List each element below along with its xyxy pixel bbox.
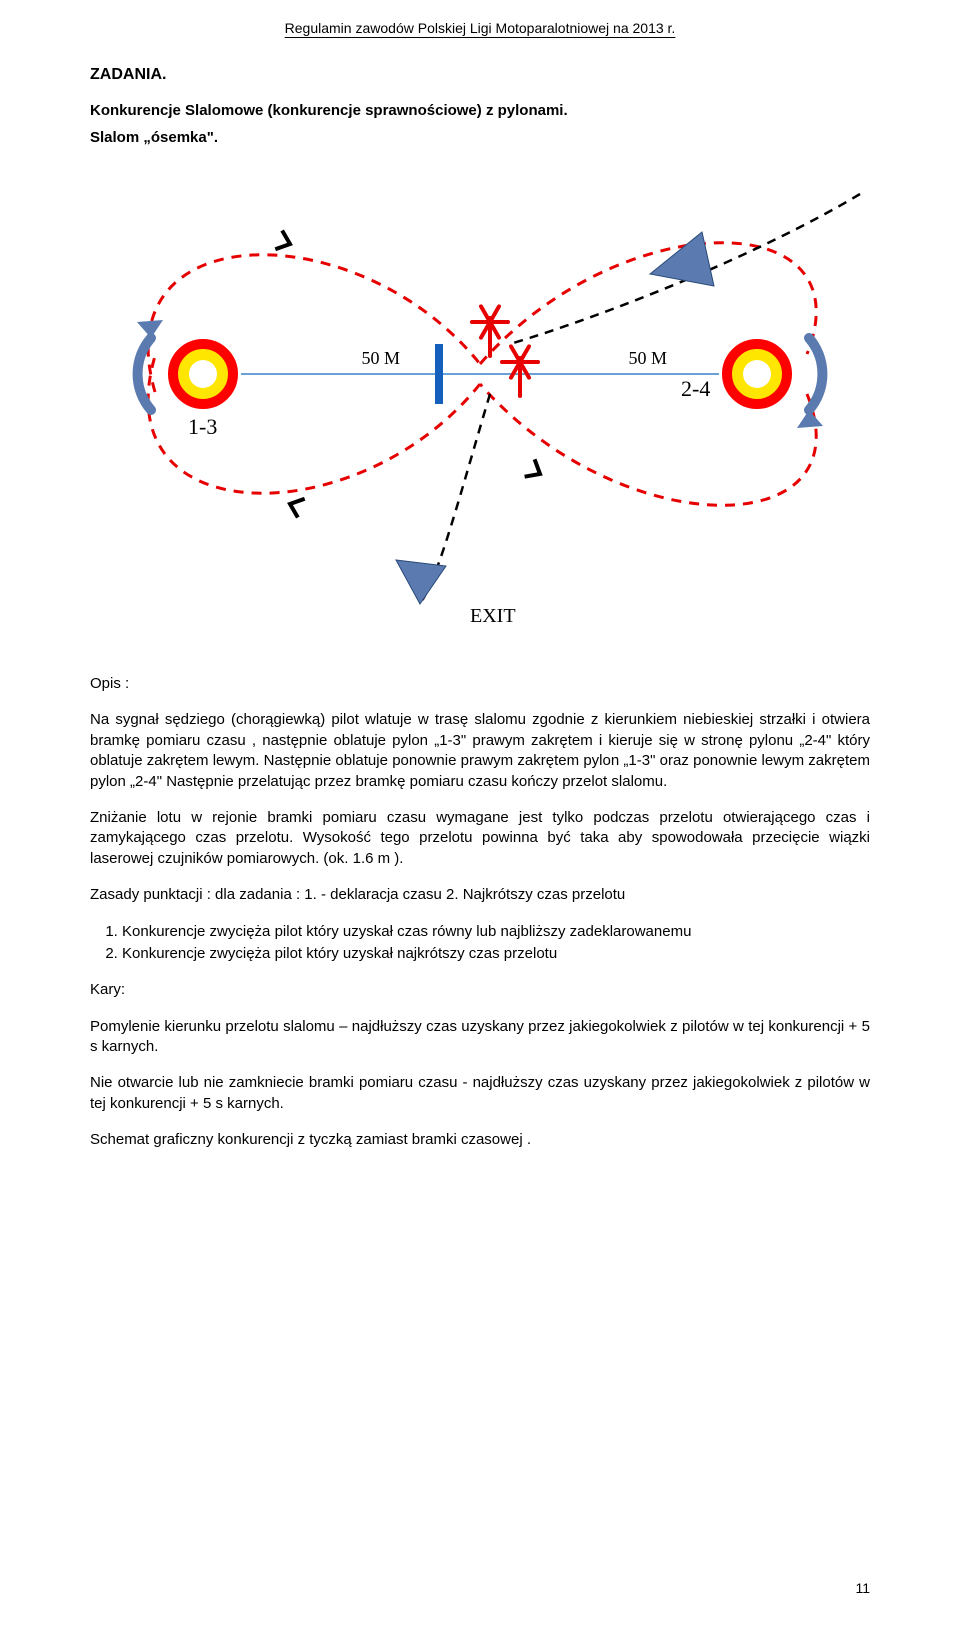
page-number: 11 xyxy=(855,1580,870,1596)
zasady-list: Konkurencje zwycięża pilot który uzyskał… xyxy=(90,922,870,965)
kary-paragraph-2: Nie otwarcie lub nie zamkniecie bramki p… xyxy=(90,1073,870,1114)
heading-slalom: Slalom „ósemka". xyxy=(90,129,870,146)
kary-heading: Kary: xyxy=(90,980,870,1000)
list-item: Konkurencje zwycięża pilot który uzyskał… xyxy=(122,922,870,942)
svg-text:2-4: 2-4 xyxy=(681,376,710,401)
svg-text:50 M: 50 M xyxy=(362,348,401,368)
opis-paragraph-2: Zniżanie lotu w rejonie bramki pomiaru c… xyxy=(90,808,870,869)
slalom-diagram: 50 M 50 M 1-3 2-4 EXIT xyxy=(90,174,870,644)
svg-text:50 M: 50 M xyxy=(629,348,668,368)
page-header: Regulamin zawodów Polskiej Ligi Motopara… xyxy=(90,20,870,36)
opis-heading: Opis : xyxy=(90,674,870,694)
svg-text:1-3: 1-3 xyxy=(188,414,217,439)
opis-paragraph-1: Na sygnał sędziego (chorągiewką) pilot w… xyxy=(90,710,870,792)
heading-konkurencje: Konkurencje Slalomowe (konkurencje spraw… xyxy=(90,102,870,119)
kary-paragraph-1: Pomylenie kierunku przelotu slalomu – na… xyxy=(90,1017,870,1058)
schemat-line: Schemat graficzny konkurencji z tyczką z… xyxy=(90,1130,870,1150)
list-item: Konkurencje zwycięża pilot który uzyskał… xyxy=(122,944,870,964)
zasady-line: Zasady punktacji : dla zadania : 1. - de… xyxy=(90,885,870,905)
svg-text:EXIT: EXIT xyxy=(470,605,516,627)
heading-zadania: ZADANIA. xyxy=(90,66,870,84)
document-page: Regulamin zawodów Polskiej Ligi Motopara… xyxy=(0,0,960,1626)
